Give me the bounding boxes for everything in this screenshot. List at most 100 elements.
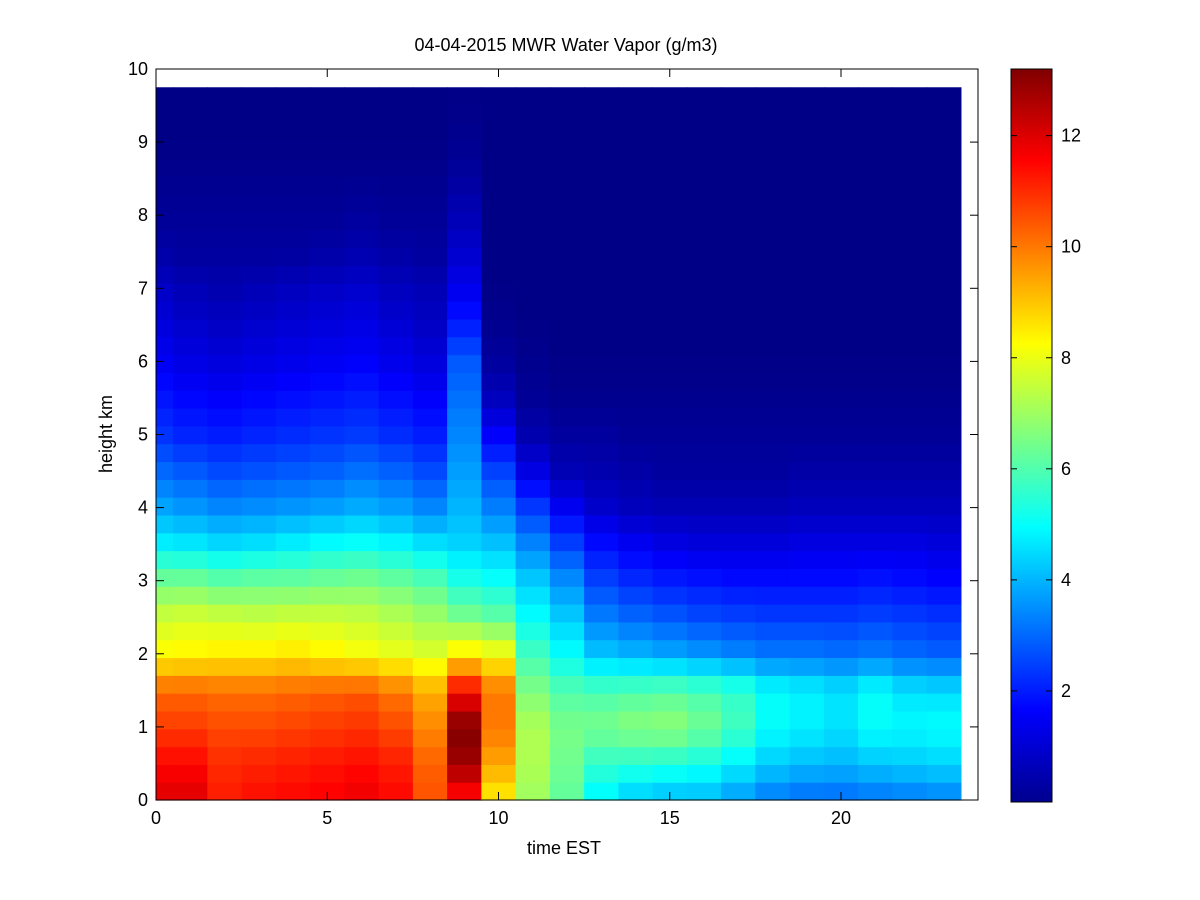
heatmap-cell — [823, 247, 859, 267]
heatmap-cell — [275, 586, 311, 605]
heatmap-cell — [412, 176, 448, 195]
heatmap-cell — [207, 140, 243, 160]
heatmap-cell — [412, 639, 448, 659]
heatmap-cell — [412, 194, 448, 213]
heatmap-cell — [207, 675, 243, 694]
heatmap-cell — [721, 336, 756, 356]
heatmap-cell — [686, 639, 722, 659]
y-tick-label: 10 — [128, 59, 148, 79]
heatmap-cell — [344, 408, 380, 427]
heatmap-cell — [618, 318, 654, 338]
y-axis: 0 1 2 3 4 5 6 7 8 9 10 — [128, 59, 978, 810]
heatmap-cell — [584, 390, 619, 409]
heatmap-cell — [173, 408, 208, 427]
heatmap-cell — [721, 140, 756, 160]
heatmap-cell — [823, 194, 859, 213]
heatmap-cell — [789, 550, 825, 569]
heatmap-cell — [156, 746, 174, 765]
heatmap-cell — [755, 194, 791, 213]
heatmap-cell — [447, 568, 482, 587]
heatmap-cell — [447, 675, 482, 694]
heatmap-cell — [755, 229, 791, 249]
heatmap-cell — [412, 122, 448, 142]
heatmap-cell — [515, 782, 551, 801]
heatmap-cell — [618, 693, 654, 712]
heatmap-cell — [686, 461, 722, 480]
heatmap-cell — [378, 336, 414, 356]
heatmap-cell — [858, 710, 893, 730]
heatmap-cell — [926, 176, 962, 195]
heatmap-cell — [173, 158, 208, 177]
heatmap-cell — [823, 301, 859, 320]
heatmap-cell — [789, 604, 825, 623]
heatmap-cell — [481, 318, 517, 338]
heatmap-cell — [515, 265, 551, 284]
heatmap-cell — [412, 336, 448, 356]
heatmap-cell — [789, 479, 825, 498]
heatmap-cell — [721, 693, 756, 712]
heatmap-cell — [721, 318, 756, 338]
heatmap-cell — [207, 265, 243, 284]
heatmap-cell — [275, 568, 311, 587]
heatmap-cell — [686, 621, 722, 641]
heatmap-cell — [241, 479, 277, 498]
heatmap-cell — [549, 140, 585, 160]
heatmap-cell — [481, 693, 517, 712]
heatmap-cell — [515, 550, 551, 569]
heatmap-cell — [618, 479, 654, 498]
heatmap-cell — [549, 176, 585, 195]
heatmap-cell — [481, 176, 517, 195]
heatmap-cell — [584, 354, 619, 373]
heatmap-cell — [447, 479, 482, 498]
heatmap-cell — [823, 229, 859, 249]
heatmap-cell — [447, 105, 482, 124]
heatmap-cell — [858, 728, 893, 748]
heatmap-cell — [275, 122, 311, 142]
heatmap-cell — [584, 479, 619, 498]
heatmap-cell — [412, 443, 448, 463]
heatmap-cell — [378, 550, 414, 569]
heatmap-cell — [858, 318, 893, 338]
heatmap-cell — [618, 764, 654, 783]
heatmap-cell — [241, 657, 277, 676]
heatmap-cell — [549, 336, 585, 356]
heatmap-cell — [481, 782, 517, 801]
heatmap-cell — [207, 568, 243, 587]
heatmap-cell — [207, 782, 243, 801]
heatmap-cell — [344, 461, 380, 480]
heatmap-cell — [584, 568, 619, 587]
heatmap-cell — [241, 229, 277, 249]
heatmap-cell — [310, 568, 345, 587]
heatmap-cell — [789, 710, 825, 730]
heatmap-cell — [549, 443, 585, 463]
heatmap-cell — [241, 728, 277, 748]
heatmap-cell — [173, 621, 208, 641]
heatmap-cell — [892, 318, 928, 338]
heatmap-cell — [789, 532, 825, 552]
heatmap-cell — [721, 122, 756, 142]
heatmap-cell — [755, 265, 791, 284]
heatmap-cell — [447, 176, 482, 195]
heatmap-cell — [412, 283, 448, 302]
heatmap-cell — [858, 87, 893, 106]
heatmap-cell — [173, 336, 208, 356]
heatmap-cell — [686, 746, 722, 765]
heatmap-cell — [173, 746, 208, 765]
heatmap-cell — [755, 639, 791, 659]
heatmap-cell — [618, 568, 654, 587]
heatmap-cell — [686, 550, 722, 569]
heatmap-cell — [892, 158, 928, 177]
heatmap-cell — [721, 675, 756, 694]
heatmap-cell — [275, 639, 311, 659]
heatmap-cell — [686, 782, 722, 801]
heatmap-cell — [207, 443, 243, 463]
heatmap-cell — [156, 158, 174, 177]
heatmap-cell — [156, 639, 174, 659]
heatmap-cell — [789, 639, 825, 659]
heatmap-cell — [481, 105, 517, 124]
heatmap-cell — [275, 105, 311, 124]
heatmap-cell — [207, 283, 243, 302]
heatmap-cell — [515, 443, 551, 463]
heatmap-cell — [652, 229, 688, 249]
heatmap-cell — [789, 140, 825, 160]
